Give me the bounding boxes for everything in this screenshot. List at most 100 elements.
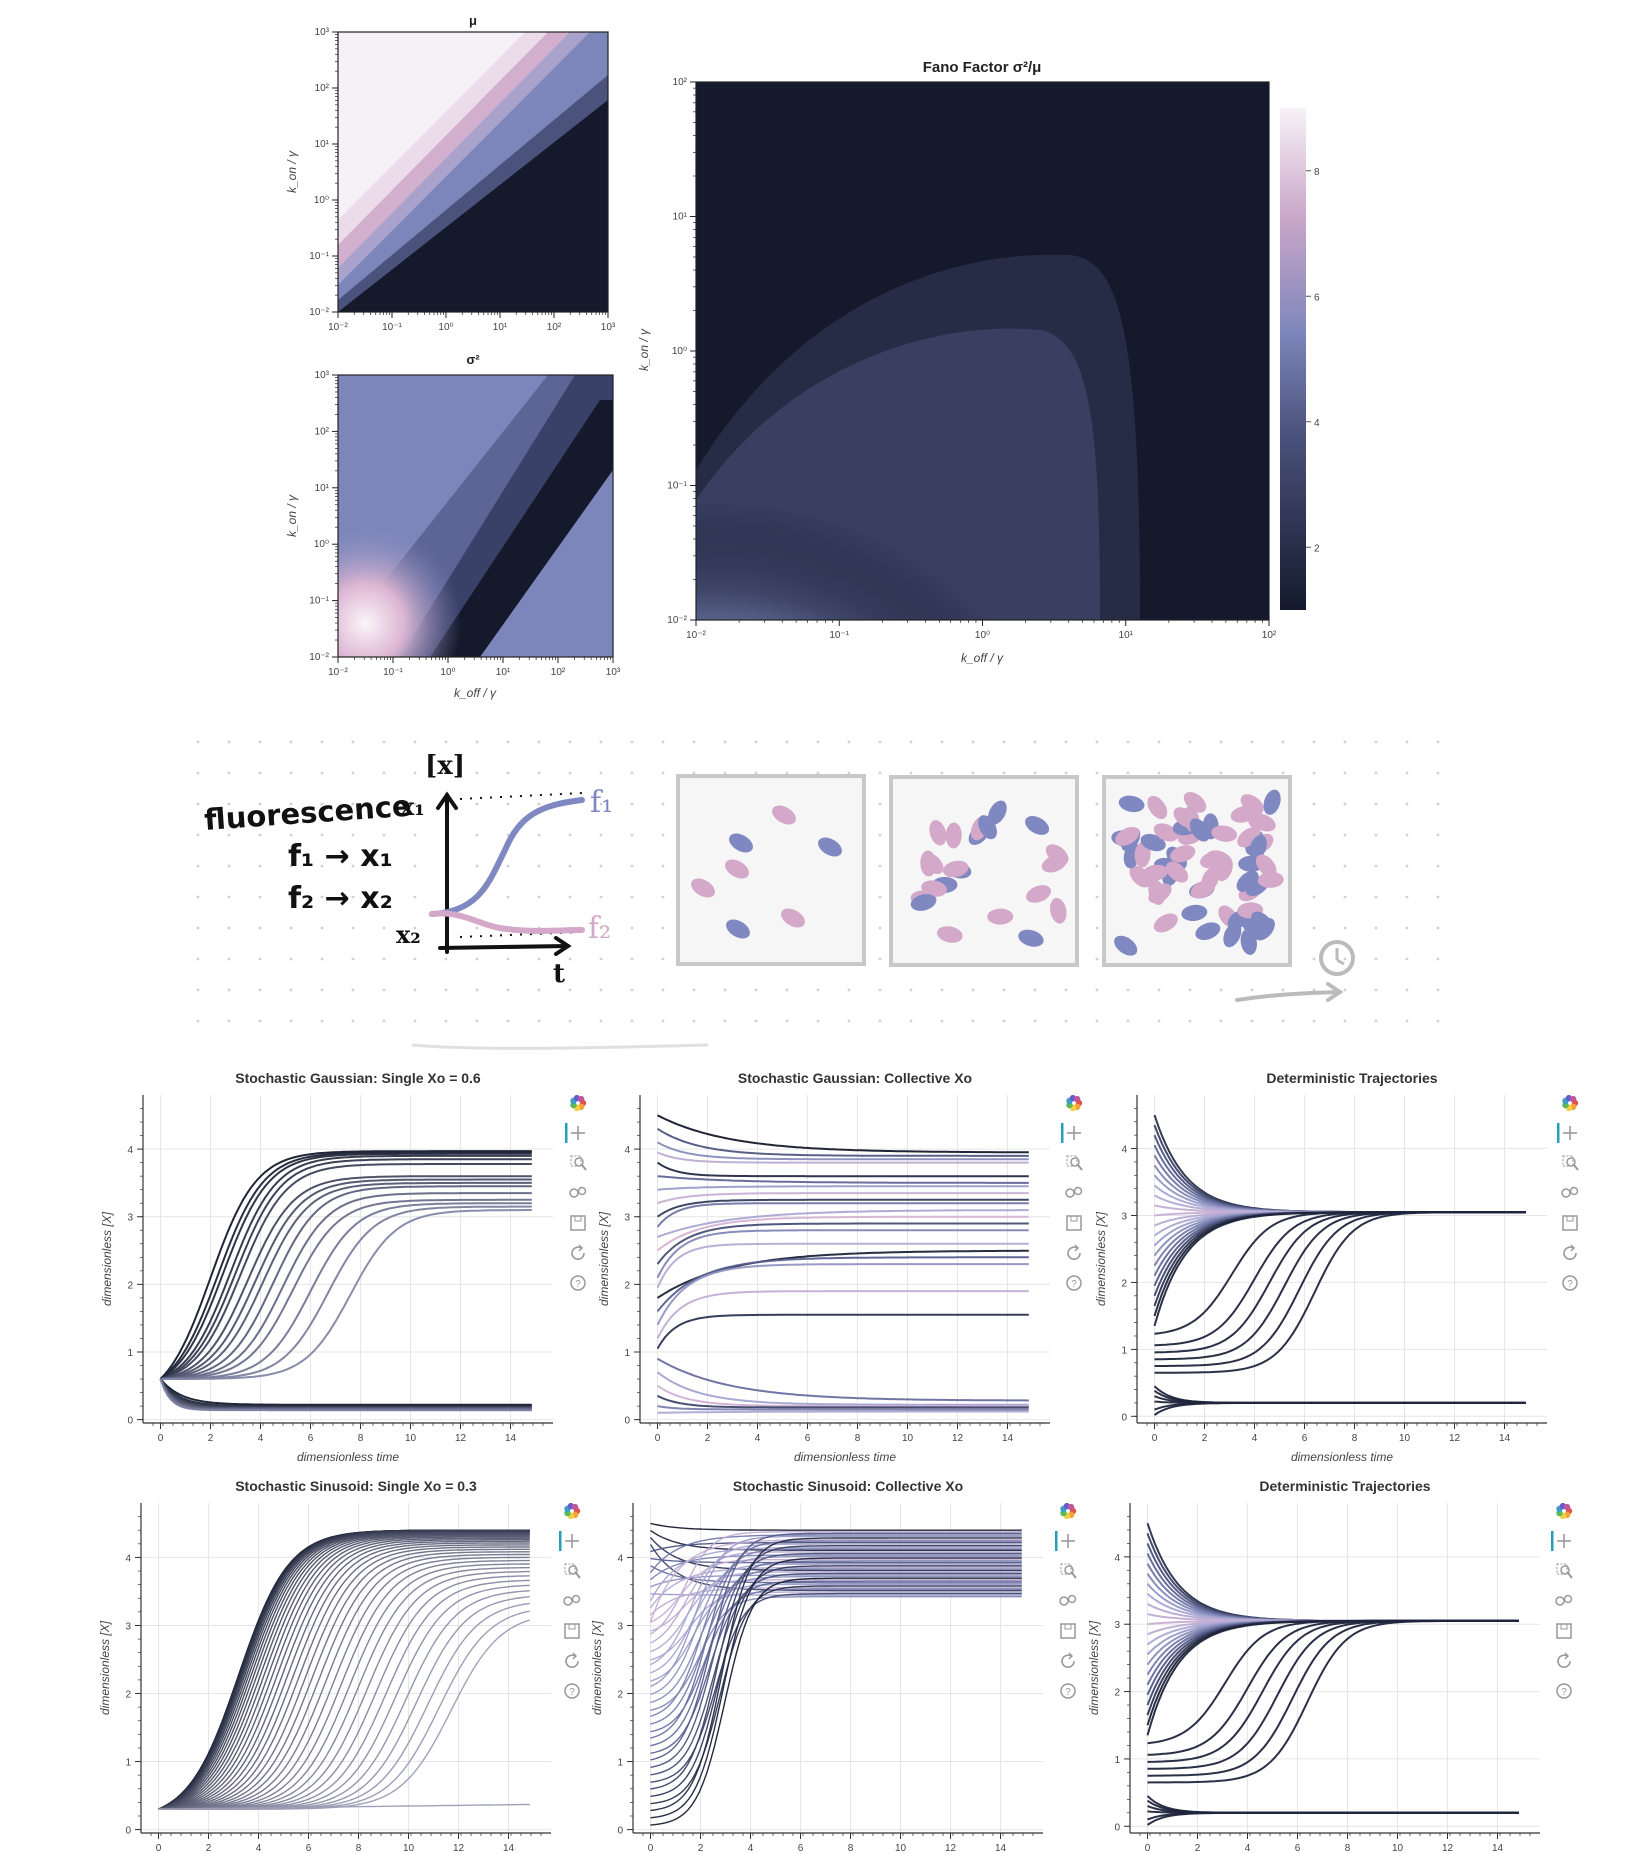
save-icon[interactable] bbox=[1556, 1623, 1572, 1639]
x-tick-label: 12 bbox=[952, 1433, 964, 1444]
series-line bbox=[1154, 1211, 1526, 1361]
save-icon[interactable] bbox=[1066, 1215, 1082, 1231]
cell-blob bbox=[1165, 861, 1189, 883]
series-line bbox=[650, 1568, 1022, 1725]
pan-icon[interactable] bbox=[1551, 1531, 1571, 1551]
box-zoom-icon[interactable] bbox=[564, 1563, 581, 1579]
help-icon[interactable]: ? bbox=[1060, 1683, 1076, 1699]
help-icon[interactable]: ? bbox=[564, 1683, 580, 1699]
wheel-zoom-icon[interactable] bbox=[1555, 1594, 1573, 1606]
heatmap-fano-ylabel: k_on / γ bbox=[637, 328, 651, 371]
reset-icon[interactable] bbox=[1061, 1652, 1075, 1668]
series-line bbox=[1153, 1385, 1526, 1404]
series-line bbox=[1153, 1401, 1526, 1416]
cell-blob bbox=[910, 894, 937, 911]
bokeh-logo-icon bbox=[1066, 1094, 1083, 1112]
reset-icon[interactable] bbox=[571, 1244, 585, 1260]
cell-blob bbox=[1263, 789, 1281, 815]
series-line bbox=[656, 1222, 1029, 1265]
save-icon[interactable] bbox=[1060, 1623, 1076, 1639]
time-arrow-icon bbox=[1235, 982, 1344, 1002]
y-tick-label: 1 bbox=[125, 1758, 131, 1769]
save-icon[interactable] bbox=[570, 1215, 586, 1231]
pan-icon[interactable] bbox=[1055, 1531, 1075, 1551]
series-line bbox=[650, 1580, 1022, 1754]
chart-title: Deterministic Trajectories bbox=[1259, 1478, 1430, 1494]
y-tick-label: 2 bbox=[1114, 1688, 1120, 1699]
help-icon[interactable]: ? bbox=[1066, 1275, 1082, 1291]
heatmap-sigma-field bbox=[338, 375, 613, 657]
series-line bbox=[158, 1546, 530, 1810]
bokeh-logo-icon bbox=[1556, 1502, 1573, 1520]
cell-blob bbox=[1249, 834, 1267, 860]
series-line bbox=[160, 1163, 532, 1380]
wheel-zoom-icon[interactable] bbox=[563, 1594, 581, 1606]
wheel-zoom-icon[interactable] bbox=[569, 1186, 587, 1198]
heatmap-fano-xtick: 10⁻¹ bbox=[829, 630, 849, 641]
cell-blob bbox=[1045, 844, 1069, 865]
cell-blob bbox=[1189, 818, 1210, 842]
series-line bbox=[650, 1565, 1022, 1584]
y-tick-label: 0 bbox=[1121, 1412, 1127, 1423]
heatmap-mu-ytick: 10² bbox=[315, 83, 330, 94]
wheel-zoom-icon[interactable] bbox=[1059, 1594, 1077, 1606]
box-zoom-icon[interactable] bbox=[570, 1155, 587, 1171]
save-icon[interactable] bbox=[1562, 1215, 1578, 1231]
heatmap-sigma-xlabel: k_off / γ bbox=[454, 686, 497, 700]
heatmap-sigma-xtick: 10⁰ bbox=[440, 667, 455, 678]
x-tick-label: 8 bbox=[358, 1433, 364, 1444]
reset-icon[interactable] bbox=[565, 1652, 579, 1668]
wheel-zoom-icon[interactable] bbox=[1561, 1186, 1579, 1198]
series-line bbox=[158, 1602, 530, 1810]
pan-icon[interactable] bbox=[1061, 1123, 1081, 1143]
series-line bbox=[159, 1150, 532, 1380]
cell-blob bbox=[1211, 825, 1238, 842]
x-tick-label: 8 bbox=[848, 1843, 854, 1854]
x-tick-label: 4 bbox=[755, 1433, 761, 1444]
save-icon[interactable] bbox=[564, 1623, 580, 1639]
heatmap-mu-ytick: 10⁻² bbox=[309, 307, 329, 318]
series-line bbox=[158, 1540, 530, 1810]
series-line bbox=[650, 1596, 1022, 1711]
pan-icon[interactable] bbox=[565, 1123, 585, 1143]
x-tick-label: 2 bbox=[206, 1843, 212, 1854]
box-zoom-icon[interactable] bbox=[1556, 1563, 1573, 1579]
help-icon[interactable]: ? bbox=[1562, 1275, 1578, 1291]
series-line bbox=[158, 1532, 530, 1810]
x-tick-label: 6 bbox=[1302, 1433, 1308, 1444]
series-line bbox=[656, 1256, 1029, 1313]
series-line bbox=[159, 1378, 532, 1412]
series-line bbox=[657, 1357, 1029, 1402]
sketch-mapping-f2: f₂ → x₂ bbox=[288, 881, 393, 916]
box-zoom-icon[interactable] bbox=[1562, 1155, 1579, 1171]
pan-icon[interactable] bbox=[1557, 1123, 1577, 1143]
x-tick-label: 6 bbox=[798, 1843, 804, 1854]
cell-blob bbox=[1018, 929, 1044, 947]
reset-icon[interactable] bbox=[1067, 1244, 1081, 1260]
heatmap-fano-ytick: 10¹ bbox=[673, 212, 688, 223]
series-line bbox=[650, 1574, 1022, 1588]
series-line bbox=[158, 1535, 530, 1810]
series-line bbox=[656, 1202, 1029, 1228]
series-lines bbox=[1146, 1522, 1519, 1826]
y-tick-label: 2 bbox=[617, 1690, 623, 1701]
help-icon[interactable]: ? bbox=[1556, 1683, 1572, 1699]
reset-icon[interactable] bbox=[1563, 1244, 1577, 1260]
heatmap-sigma-ytick: 10¹ bbox=[315, 483, 330, 494]
sketch-board: fluorescence f₁ → x₁ f₂ → x₂ [x] x₁ x₂ t… bbox=[196, 740, 1440, 1050]
pan-icon[interactable] bbox=[559, 1531, 579, 1551]
series-line bbox=[649, 1534, 1022, 1574]
x-tick-label: 4 bbox=[258, 1433, 264, 1444]
chart-title: Stochastic Sinusoid: Single Xo = 0.3 bbox=[235, 1478, 477, 1494]
reset-icon[interactable] bbox=[1557, 1652, 1571, 1668]
box-zoom-icon[interactable] bbox=[1066, 1155, 1083, 1171]
series-line bbox=[158, 1533, 530, 1810]
box-zoom-icon[interactable] bbox=[1060, 1563, 1077, 1579]
cell-blob bbox=[1223, 922, 1242, 948]
help-icon[interactable]: ? bbox=[570, 1275, 586, 1291]
bokeh-logo-icon bbox=[1060, 1502, 1077, 1520]
fano-colorbar bbox=[1280, 108, 1306, 610]
chart-toolbar: ? bbox=[1551, 1502, 1573, 1699]
wheel-zoom-icon[interactable] bbox=[1065, 1186, 1083, 1198]
